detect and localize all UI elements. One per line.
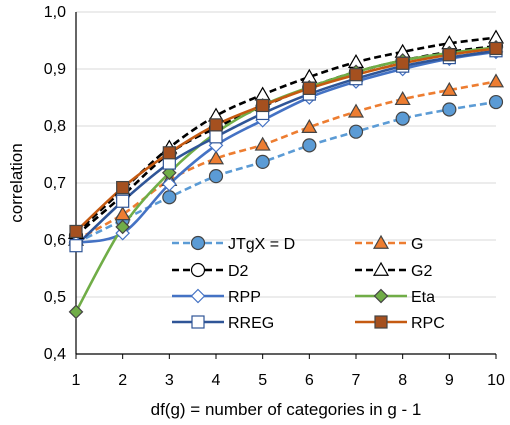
y-axis-title: correlation xyxy=(7,143,26,222)
data-point xyxy=(442,48,456,62)
y-tick-label: 0,4 xyxy=(44,346,66,363)
data-point xyxy=(489,41,503,56)
data-point xyxy=(256,98,270,113)
gridlines xyxy=(76,11,496,298)
data-point xyxy=(255,154,270,170)
legend-label: RREG xyxy=(228,315,274,332)
x-tick-label: 9 xyxy=(445,372,454,389)
data-point xyxy=(69,239,83,253)
legend-label: D2 xyxy=(228,263,249,280)
data-point xyxy=(396,56,410,70)
data-point xyxy=(162,190,177,205)
data-point xyxy=(114,206,131,221)
data-point xyxy=(441,81,458,96)
data-point xyxy=(442,102,457,117)
x-tick-label: 2 xyxy=(118,372,127,389)
legend-label: RPP xyxy=(228,289,261,306)
legend-marker xyxy=(374,315,388,329)
y-tick-labels: 0,4 0,5 0,6 0,7 0,8 0,9 1,0 xyxy=(44,4,66,363)
series-line xyxy=(75,36,497,235)
data-point xyxy=(254,86,271,101)
data-point xyxy=(116,180,130,195)
data-point xyxy=(349,68,363,82)
axes xyxy=(75,12,497,359)
data-point xyxy=(69,224,83,239)
legend-marker xyxy=(191,315,205,329)
data-point xyxy=(254,136,271,151)
y-tick-label: 0,7 xyxy=(44,175,66,192)
legend-marker xyxy=(372,261,390,276)
legend: JTgX = D G D2 G2 RPP Eta RREG RPC xyxy=(172,234,445,332)
data-point xyxy=(115,219,131,235)
data-point xyxy=(395,111,410,126)
series-line xyxy=(75,100,497,245)
y-tick-label: 1,0 xyxy=(44,4,66,21)
legend-label: G xyxy=(411,236,423,253)
data-point xyxy=(302,81,316,95)
data-point xyxy=(301,118,318,133)
x-tick-labels: 1 2 3 4 5 6 7 8 9 10 xyxy=(72,372,505,389)
data-point xyxy=(394,91,411,106)
legend-marker xyxy=(190,262,206,278)
series-line xyxy=(75,49,497,247)
data-point xyxy=(487,73,505,88)
y-tick-label: 0,6 xyxy=(44,232,66,249)
data-point xyxy=(208,169,224,184)
data-point xyxy=(161,176,177,192)
legend-label: Eta xyxy=(411,289,435,306)
data-point xyxy=(116,194,130,208)
series-lines xyxy=(74,36,497,313)
data-point xyxy=(68,304,84,320)
legend-label: RPC xyxy=(411,315,445,332)
series-markers xyxy=(67,29,505,320)
data-point xyxy=(302,138,317,153)
y-tick-label: 0,5 xyxy=(44,289,66,306)
series-line xyxy=(75,47,497,233)
x-tick-label: 10 xyxy=(487,372,505,389)
series-line xyxy=(75,50,497,245)
x-tick-label: 7 xyxy=(352,372,361,389)
data-point xyxy=(162,146,176,160)
legend-marker xyxy=(373,288,389,304)
legend-marker xyxy=(190,235,206,251)
x-tick-label: 4 xyxy=(212,372,221,389)
legend-label: G2 xyxy=(411,263,432,280)
x-tick-label: 6 xyxy=(305,372,314,389)
legend-marker xyxy=(372,234,390,249)
legend-label: JTgX = D xyxy=(228,236,295,253)
series-line xyxy=(75,80,497,242)
x-tick-label: 8 xyxy=(398,372,407,389)
y-tick-label: 0,9 xyxy=(44,61,66,78)
legend-marker xyxy=(190,288,206,304)
series-line xyxy=(74,46,497,313)
data-point xyxy=(347,103,365,118)
x-axis-title: df(g) = number of categories in g - 1 xyxy=(151,400,422,419)
y-tick-label: 0,8 xyxy=(44,118,66,135)
x-tick-label: 3 xyxy=(165,372,174,389)
x-tick-label: 5 xyxy=(258,372,267,389)
data-point xyxy=(488,94,504,110)
data-point xyxy=(209,118,223,132)
data-point xyxy=(209,130,223,144)
data-point xyxy=(348,124,364,139)
data-point xyxy=(207,150,225,165)
x-tick-label: 1 xyxy=(72,372,81,389)
